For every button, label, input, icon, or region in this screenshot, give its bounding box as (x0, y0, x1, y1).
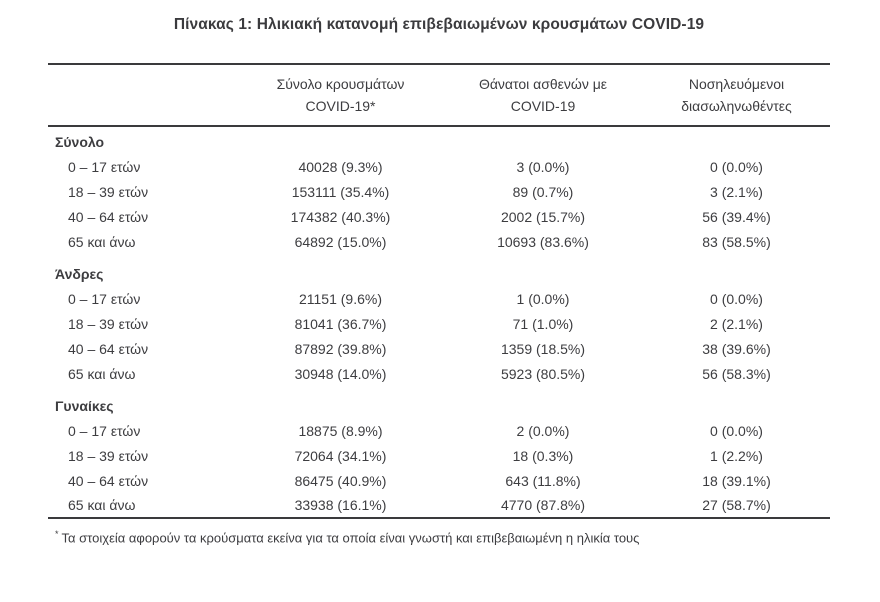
cases-cell: 174382 (40.3%) (290, 208, 391, 225)
table-row: 0 – 17 ετών 18875 (8.9%) 2 (0.0%) 0 (0.0… (48, 418, 830, 443)
column-header-intubated-line1: Νοσηλευόμενοι (688, 76, 785, 92)
table-row: 18 – 39 ετών 81041 (36.7%) 71 (1.0%) 2 (… (48, 311, 830, 336)
intubated-cell: 18 (39.1%) (702, 472, 771, 489)
intubated-cell: 0 (0.0%) (710, 422, 763, 439)
intubated-cell: 0 (0.0%) (710, 158, 763, 175)
section-men: Άνδρες 0 – 17 ετών 21151 (9.6%) 1 (0.0%)… (48, 254, 830, 386)
age-cell: 0 – 17 ετών (68, 158, 141, 175)
footnote-text: Τα στοιχεία αφορούν τα κρούσματα εκείνα … (61, 530, 640, 546)
cases-cell: 21151 (9.6%) (298, 290, 382, 307)
table-row: 0 – 17 ετών 40028 (9.3%) 3 (0.0%) 0 (0.0… (48, 154, 830, 179)
deaths-cell: 10693 (83.6%) (497, 233, 589, 250)
cases-cell: 40028 (9.3%) (298, 158, 383, 175)
header-row: Σύνολο κρουσμάτων COVID-19* Θάνατοι ασθε… (48, 64, 830, 127)
intubated-cell: 3 (2.1%) (710, 183, 763, 200)
column-header-cases: Σύνολο κρουσμάτων COVID-19* (238, 64, 443, 127)
age-cell: 65 και άνω (68, 497, 136, 513)
deaths-cell: 2002 (15.7%) (500, 208, 586, 225)
intubated-cell: 0 (0.0%) (710, 290, 763, 307)
footnote-marker: * (55, 529, 59, 539)
cases-cell: 87892 (39.8%) (294, 340, 387, 357)
section-label-total: Σύνολο (55, 134, 105, 150)
section-label-women: Γυναίκες (55, 398, 114, 414)
section-label-men: Άνδρες (55, 266, 104, 282)
intubated-cell: 2 (2.1%) (710, 315, 763, 332)
column-header-cases-line2: COVID-19* (305, 98, 376, 114)
covid-age-distribution-table: Σύνολο κρουσμάτων COVID-19* Θάνατοι ασθε… (48, 63, 830, 519)
cases-cell: 64892 (15.0%) (294, 233, 387, 250)
intubated-cell: 1 (2.2%) (710, 447, 763, 464)
cases-cell: 33938 (16.1%) (294, 497, 387, 513)
footnote: * Τα στοιχεία αφορούν τα κρούσματα εκείνα… (48, 525, 830, 547)
section-header-row: Άνδρες (48, 254, 830, 286)
deaths-cell: 71 (1.0%) (512, 315, 574, 332)
column-header-deaths-line2: COVID-19 (510, 98, 576, 114)
intubated-cell: 38 (39.6%) (702, 340, 771, 357)
age-cell: 65 και άνω (68, 365, 136, 382)
cases-cell: 18875 (8.9%) (298, 422, 383, 439)
column-header-intubated-line2: διασωληνωθέντες (681, 98, 792, 114)
cases-cell: 81041 (36.7%) (294, 315, 387, 332)
section-header-row: Σύνολο (48, 126, 830, 154)
deaths-cell: 643 (11.8%) (505, 472, 581, 489)
table-row: 18 – 39 ετών 72064 (34.1%) 18 (0.3%) 1 (… (48, 443, 830, 468)
age-cell: 40 – 64 ετών (68, 472, 149, 489)
age-cell: 40 – 64 ετών (68, 340, 149, 357)
table-row: 65 και άνω 64892 (15.0%) 10693 (83.6%) 8… (48, 229, 830, 254)
cases-cell: 86475 (40.9%) (294, 472, 387, 489)
intubated-cell: 56 (58.3%) (702, 365, 771, 382)
document-page: Πίνακας 1: Ηλικιακή κατανομή επιβεβαιωμέ… (0, 14, 880, 602)
intubated-cell: 83 (58.5%) (702, 233, 771, 250)
age-cell: 65 και άνω (68, 233, 136, 250)
age-cell: 40 – 64 ετών (68, 208, 149, 225)
deaths-cell: 5923 (80.5%) (500, 365, 586, 382)
deaths-cell: 1359 (18.5%) (500, 340, 586, 357)
table-row: 40 – 64 ετών 174382 (40.3%) 2002 (15.7%)… (48, 204, 830, 229)
age-cell: 0 – 17 ετών (68, 422, 141, 439)
column-header-deaths-line1: Θάνατοι ασθενών με (478, 76, 608, 92)
table-row: 65 και άνω 30948 (14.0%) 5923 (80.5%) 56… (48, 361, 830, 386)
age-cell: 18 – 39 ετών (68, 183, 149, 200)
cases-cell: 30948 (14.0%) (294, 365, 387, 382)
table-title: Πίνακας 1: Ηλικιακή κατανομή επιβεβαιωμέ… (173, 16, 705, 33)
age-cell: 0 – 17 ετών (68, 290, 141, 307)
deaths-cell: 3 (0.0%) (516, 158, 570, 175)
intubated-cell: 56 (39.4%) (702, 208, 771, 225)
cases-cell: 72064 (34.1%) (294, 447, 387, 464)
intubated-cell: 27 (58.7%) (702, 497, 771, 513)
deaths-cell: 4770 (87.8%) (500, 497, 586, 513)
cases-cell: 153111 (35.4%) (291, 183, 390, 200)
age-cell: 18 – 39 ετών (68, 315, 149, 332)
table-row: 40 – 64 ετών 86475 (40.9%) 643 (11.8%) 1… (48, 468, 830, 493)
table-row: 65 και άνω 33938 (16.1%) 4770 (87.8%) 27… (48, 493, 830, 518)
deaths-cell: 1 (0.0%) (516, 290, 570, 307)
table-row: 18 – 39 ετών 153111 (35.4%) 89 (0.7%) 3 … (48, 179, 830, 204)
deaths-cell: 18 (0.3%) (512, 447, 574, 464)
column-header-cases-line1: Σύνολο κρουσμάτων (276, 76, 405, 92)
deaths-cell: 2 (0.0%) (516, 422, 570, 439)
table-row: 0 – 17 ετών 21151 (9.6%) 1 (0.0%) 0 (0.0… (48, 286, 830, 311)
section-women: Γυναίκες 0 – 17 ετών 18875 (8.9%) 2 (0.0… (48, 386, 830, 518)
column-header-empty (48, 64, 238, 127)
table-row: 40 – 64 ετών 87892 (39.8%) 1359 (18.5%) … (48, 336, 830, 361)
section-total: Σύνολο 0 – 17 ετών 40028 (9.3%) 3 (0.0%)… (48, 126, 830, 254)
column-header-intubated: Νοσηλευόμενοι διασωληνωθέντες (643, 64, 830, 127)
column-header-deaths: Θάνατοι ασθενών με COVID-19 (443, 64, 643, 127)
section-header-row: Γυναίκες (48, 386, 830, 418)
deaths-cell: 89 (0.7%) (512, 183, 574, 200)
age-cell: 18 – 39 ετών (68, 447, 149, 464)
